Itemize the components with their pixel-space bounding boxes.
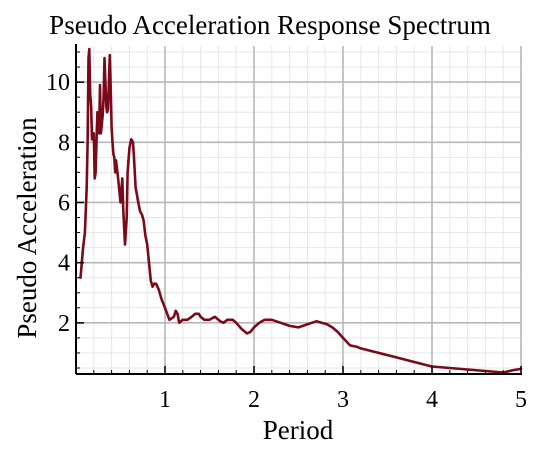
y-tick-label: 10: [46, 70, 70, 96]
series-line-0: [79, 47, 523, 374]
x-tick-label: 3: [337, 387, 349, 413]
series-group: [79, 47, 523, 374]
chart-title: Pseudo Acceleration Response Spectrum: [49, 10, 491, 40]
x-tick-label: 4: [426, 387, 438, 413]
y-tick-label: 4: [58, 251, 70, 277]
axes: [75, 44, 522, 375]
x-tick-label: 1: [159, 387, 171, 413]
y-axis-label: Pseudo Acceleration: [12, 117, 42, 339]
x-tick-label: 2: [248, 387, 260, 413]
grid-major-lines: [76, 46, 522, 374]
y-tick-label: 8: [58, 130, 70, 156]
x-tick-label: 5: [515, 387, 527, 413]
y-tick-label: 2: [58, 311, 70, 337]
tick-labels: 1 2 3 4 5 2 4 6 8 10: [46, 70, 527, 413]
y-tick-label: 6: [58, 190, 70, 216]
grid-minor-lines: [76, 46, 521, 374]
x-axis-label: Period: [263, 415, 334, 445]
